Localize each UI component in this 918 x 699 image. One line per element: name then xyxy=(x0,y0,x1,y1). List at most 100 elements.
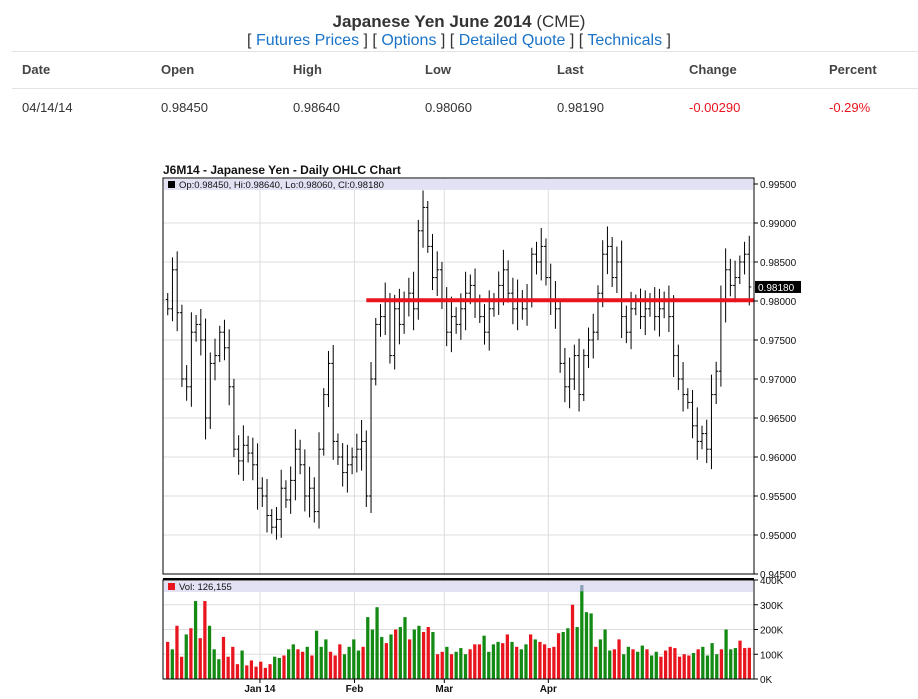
volume-bar xyxy=(529,634,533,679)
ohlc-bar xyxy=(676,344,681,390)
cell-date: 04/14/14 xyxy=(22,100,73,115)
col-header-open: Open xyxy=(161,62,195,77)
ohlc-bar xyxy=(231,378,236,458)
ohlc-bar xyxy=(213,338,218,381)
ohlc-bar xyxy=(614,246,619,294)
ohlc-bar xyxy=(482,304,487,345)
col-header-high: High xyxy=(293,62,322,77)
ohlc-bar xyxy=(610,236,615,288)
volume-bar xyxy=(668,646,672,679)
volume-legend-strip xyxy=(164,581,753,592)
volume-bars xyxy=(166,585,751,679)
volume-bar xyxy=(412,629,416,679)
price-tick-label: 0.95000 xyxy=(760,531,797,542)
volume-bar xyxy=(547,648,551,679)
volume-peak-marker xyxy=(580,585,584,592)
ohlc-bar xyxy=(577,338,582,412)
ohlc-bar xyxy=(321,388,326,456)
ohlc-bar xyxy=(591,313,596,359)
ohlc-bar xyxy=(539,227,544,281)
ohlc-bar xyxy=(709,374,714,470)
price-tick-label: 0.98500 xyxy=(760,258,797,269)
volume-bar xyxy=(710,643,714,679)
technicals-link[interactable]: Technicals xyxy=(587,32,663,49)
ohlc-bar xyxy=(619,240,624,339)
volume-bar xyxy=(389,634,393,679)
options-link[interactable]: Options xyxy=(381,32,437,49)
volume-bar xyxy=(631,649,635,679)
volume-bar xyxy=(403,617,407,679)
ohlc-bar xyxy=(695,407,700,460)
price-legend-swatch xyxy=(168,181,175,188)
volume-bar xyxy=(179,656,184,679)
ohlc-bar xyxy=(378,304,383,337)
volume-bar xyxy=(608,650,612,679)
detailed-quote-link[interactable]: Detailed Quote xyxy=(458,32,566,49)
volume-bar xyxy=(338,644,342,679)
ohlc-bar xyxy=(605,226,610,275)
ohlc-bar xyxy=(255,443,260,510)
volume-tick-label: 200K xyxy=(760,626,784,637)
table-header-divider xyxy=(12,88,918,89)
ohlc-bar xyxy=(227,329,232,406)
volume-bar xyxy=(733,648,738,679)
volume-bar xyxy=(221,636,226,679)
ohlc-bar xyxy=(690,389,695,439)
ohlc-bar xyxy=(298,439,303,475)
volume-bar xyxy=(189,628,193,679)
ohlc-bar xyxy=(416,219,421,320)
volume-bar xyxy=(328,651,333,679)
ohlc-bar xyxy=(704,419,709,464)
volume-bar xyxy=(198,638,202,679)
volume-bar xyxy=(440,651,444,679)
volume-bar xyxy=(207,625,212,679)
col-header-low: Low xyxy=(425,62,451,77)
ohlc-bar xyxy=(572,344,577,390)
x-tick-label: Jan 14 xyxy=(244,684,276,695)
volume-bar xyxy=(598,639,603,679)
volume-bar xyxy=(673,648,677,679)
volume-bar xyxy=(296,649,300,679)
volume-bar xyxy=(240,650,244,679)
volume-bar xyxy=(426,627,430,679)
volume-bar xyxy=(589,613,593,679)
volume-bar xyxy=(724,629,728,679)
volume-tick-label: 400K xyxy=(760,576,784,587)
volume-bar xyxy=(603,629,607,679)
cell-open: 0.98450 xyxy=(161,100,208,115)
volume-bar xyxy=(519,649,523,679)
volume-bar xyxy=(431,631,435,679)
cell-last: 0.98190 xyxy=(557,100,604,115)
price-legend-strip xyxy=(164,179,753,190)
volume-bar xyxy=(445,646,449,679)
ohlc-bar xyxy=(454,307,459,334)
volume-bar xyxy=(677,656,682,679)
ohlc-bar xyxy=(369,362,374,513)
ohlc-bar xyxy=(534,241,539,275)
volume-bar xyxy=(342,654,347,679)
volume-bar xyxy=(533,639,537,679)
ohlc-bar xyxy=(203,318,208,440)
ohlc-bar xyxy=(421,190,426,248)
ohlc-bar xyxy=(265,479,270,533)
ohlc-bar xyxy=(728,258,733,297)
x-tick-label: Feb xyxy=(346,684,364,695)
cell-change: -0.00290 xyxy=(689,100,741,115)
volume-bar xyxy=(268,664,272,679)
volume-bar xyxy=(166,641,170,679)
ohlc-bar xyxy=(425,200,430,253)
ohlc-bar xyxy=(170,257,175,322)
volume-bar xyxy=(738,640,742,679)
volume-bar xyxy=(384,643,388,679)
ohlc-bar xyxy=(345,444,350,493)
x-tick-label: Mar xyxy=(435,684,453,695)
exchange-label: (CME) xyxy=(536,12,586,31)
ohlc-bar xyxy=(373,317,378,386)
volume-bar xyxy=(659,656,663,679)
futures-prices-link[interactable]: Futures Prices xyxy=(255,32,360,49)
cell-percent: -0.29% xyxy=(829,100,871,115)
ohlc-bar xyxy=(742,241,747,275)
ohlc-bar xyxy=(430,233,435,291)
volume-bar xyxy=(496,641,500,679)
last-price-label: 0.98180 xyxy=(758,283,795,294)
